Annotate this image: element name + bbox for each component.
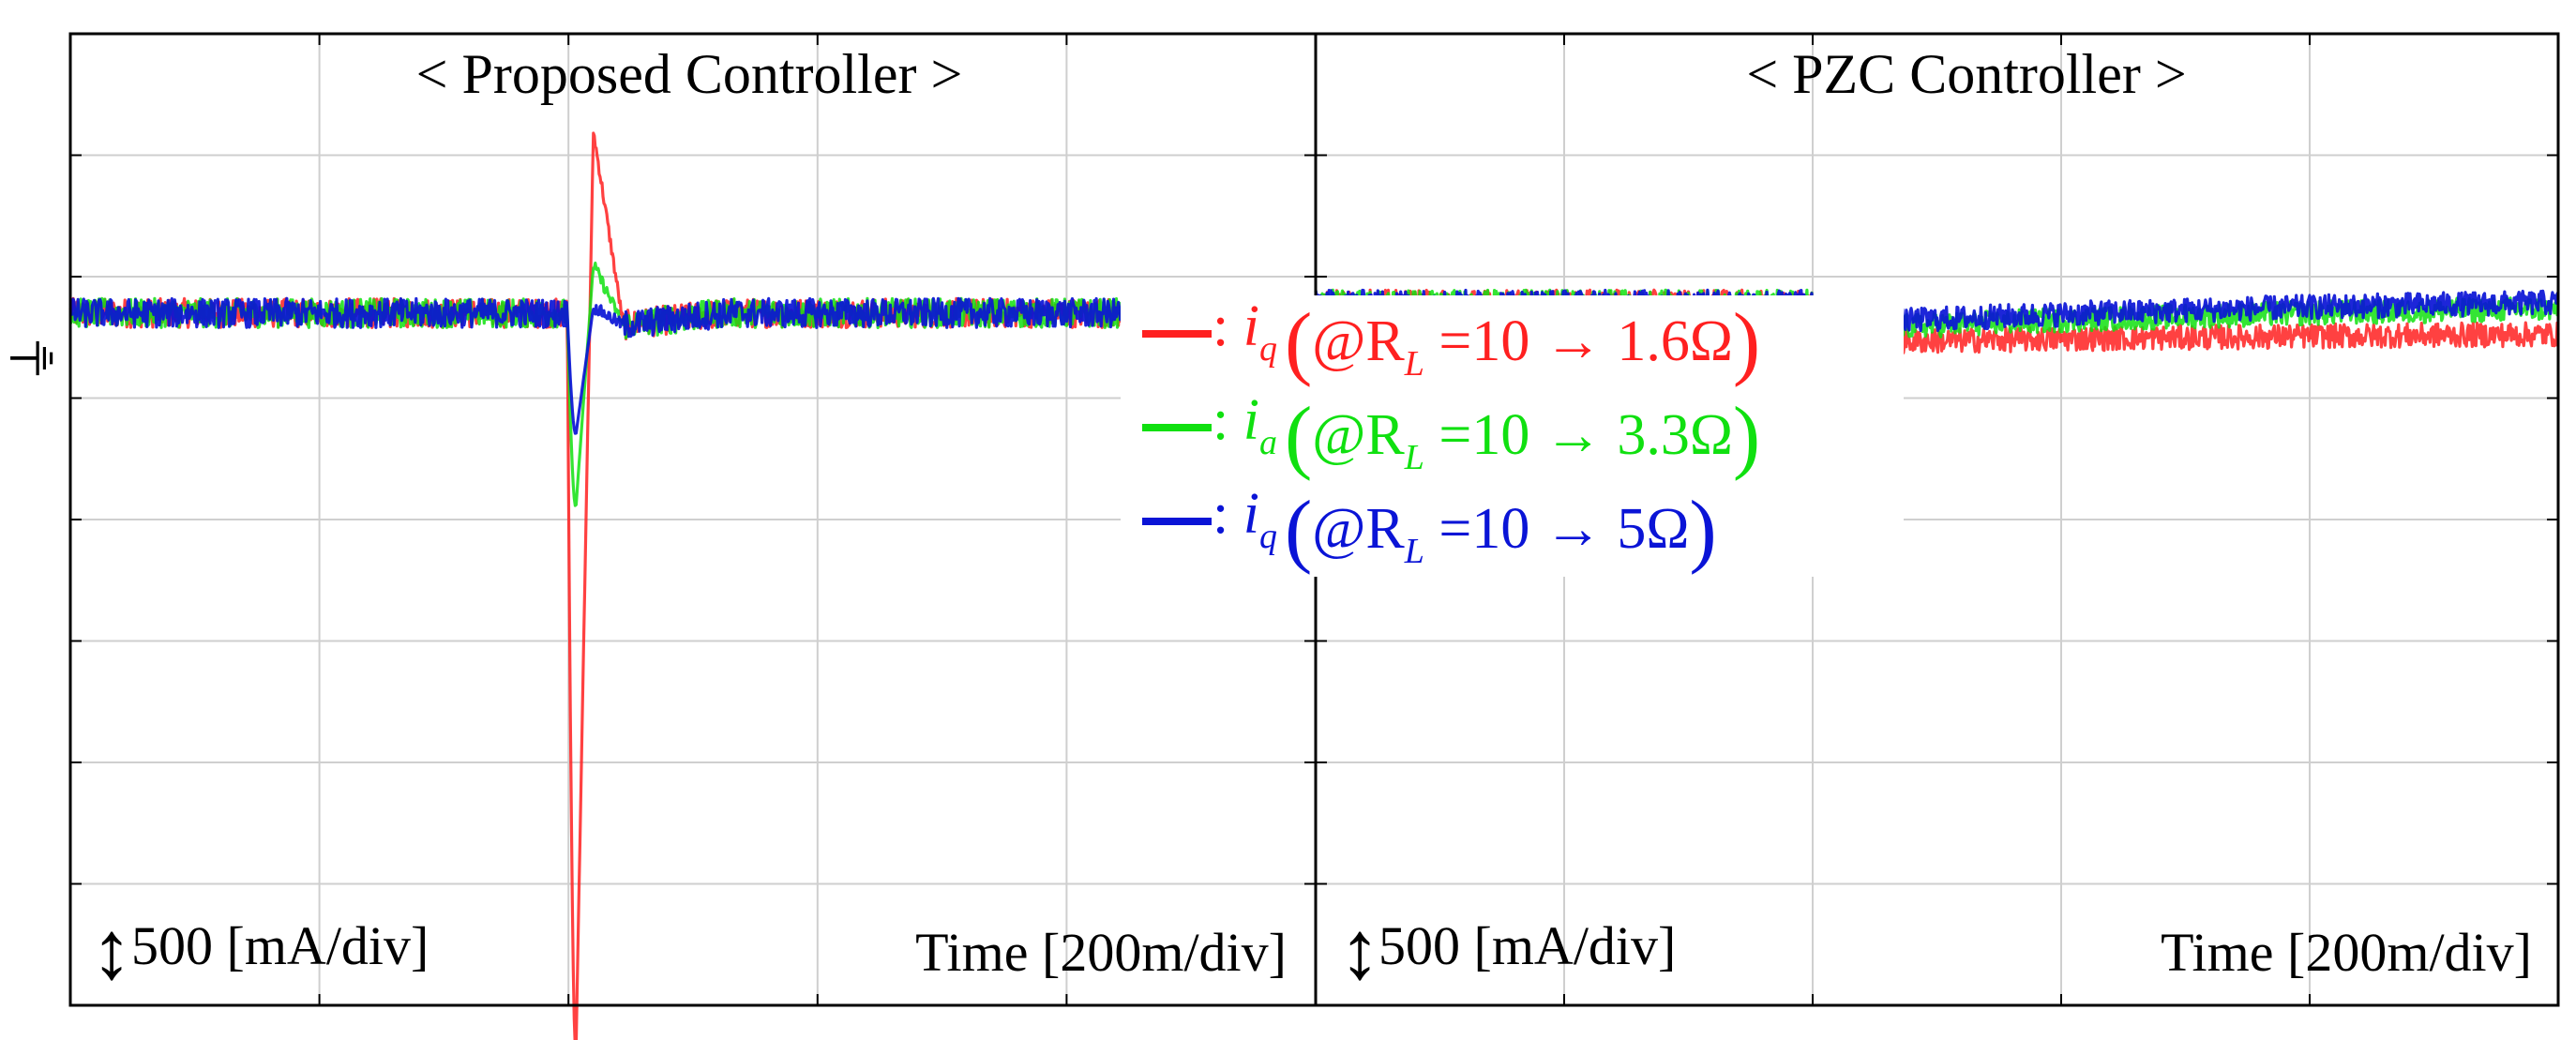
vertical-scale-label-pzc: 500 [mA/div]: [1378, 915, 1676, 976]
time-scale-label-pzc: Time [200m/div]: [2161, 922, 2532, 983]
updown-arrow-icon: ↕: [91, 906, 132, 997]
legend: : iq(@RL =10 → 1.6Ω): ia(@RL =10 → 3.3Ω)…: [1121, 294, 1904, 577]
legend-item: : iq(@RL =10 → 5Ω): [1142, 482, 1717, 576]
panel-proposed-controller: < Proposed Controller > ↕ 500 [mA/div] T…: [68, 32, 1318, 1040]
legend-item: : ia(@RL =10 → 3.3Ω): [1142, 388, 1760, 482]
legend-label: : ia(@RL =10 → 3.3Ω): [1213, 388, 1760, 482]
legend-item: : iq(@RL =10 → 1.6Ω): [1142, 294, 1760, 388]
panel-title-pzc: < PZC Controller >: [1746, 43, 2186, 105]
traces-proposed: [68, 131, 1318, 1040]
legend-label: : iq(@RL =10 → 5Ω): [1213, 482, 1717, 576]
trace-blue-series: [68, 296, 1318, 435]
legend-label: : iq(@RL =10 → 1.6Ω): [1213, 294, 1760, 388]
panel-title-proposed: < Proposed Controller >: [416, 43, 963, 105]
vertical-scale-label-proposed: 500 [mA/div]: [131, 915, 429, 976]
time-scale-label-proposed: Time [200m/div]: [915, 922, 1287, 983]
legend-background: [1121, 295, 1904, 577]
updown-arrow-icon: ↕: [1339, 906, 1380, 997]
ground-icon: ⏚: [7, 332, 65, 384]
